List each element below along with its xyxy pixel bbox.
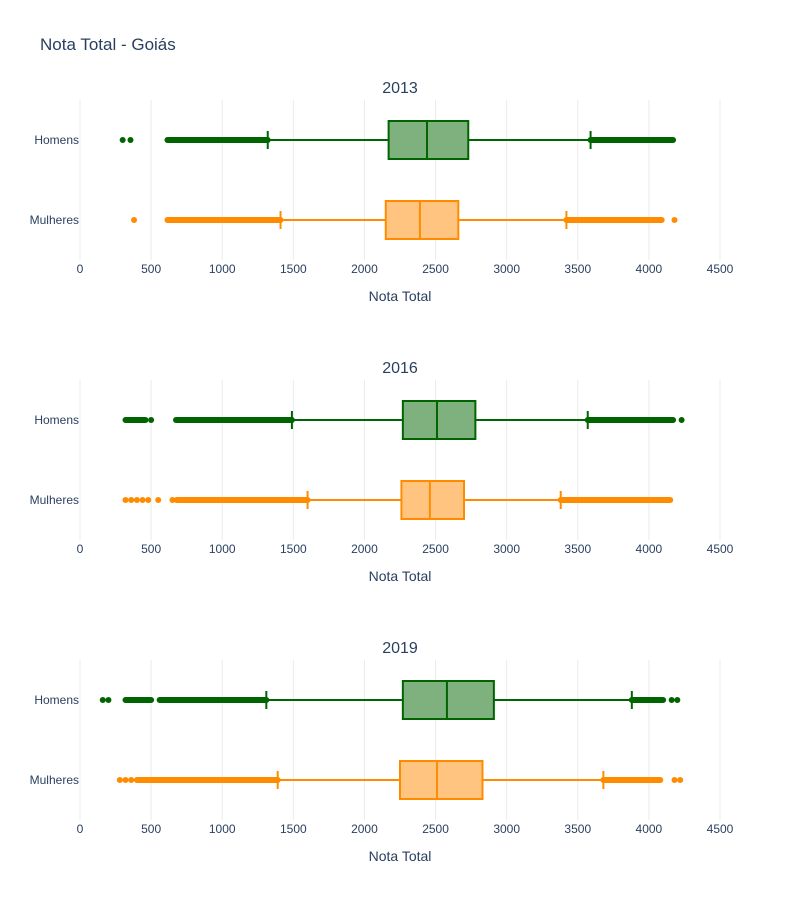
outlier-point — [131, 217, 138, 223]
iqr-box — [401, 680, 495, 720]
outlier-point — [169, 497, 176, 503]
outlier-point — [671, 217, 678, 223]
category-label: Mulheres — [30, 493, 79, 507]
x-axis-title: Nota Total — [369, 848, 432, 864]
x-tick-label: 1500 — [280, 262, 307, 276]
iqr-box — [400, 480, 465, 520]
x-tick-label: 0 — [77, 822, 84, 836]
x-tick-label: 4000 — [636, 262, 663, 276]
x-tick-label: 2500 — [422, 262, 449, 276]
x-tick-label: 2000 — [351, 822, 378, 836]
outlier-point — [139, 497, 146, 503]
outlier-point — [677, 777, 684, 783]
box-mulheres: Mulheres — [30, 760, 684, 800]
panel-2019: 2019 0 500 1000 1500 2000 2500 3000 3500 4000 4500… — [30, 640, 734, 864]
x-tick-label: 0 — [77, 262, 84, 276]
iqr-box — [387, 120, 470, 160]
x-tick-label: 3000 — [493, 822, 520, 836]
box-homens: Homens — [34, 120, 677, 160]
outlier-point — [119, 137, 126, 143]
outlier-point — [674, 697, 681, 703]
x-tick-label: 2000 — [351, 262, 378, 276]
category-label: Homens — [34, 133, 79, 147]
x-tick-label: 1500 — [280, 542, 307, 556]
category-label: Homens — [34, 413, 79, 427]
outlier-point — [122, 777, 129, 783]
category-label: Mulheres — [30, 773, 79, 787]
box-homens: Homens — [34, 400, 685, 440]
x-tick-label: 1500 — [280, 822, 307, 836]
x-tick-label: 4500 — [707, 822, 734, 836]
x-tick-label: 3500 — [564, 262, 591, 276]
panel-2016: 2016 0 500 1000 1500 2000 2500 3000 3500 4000 4500… — [30, 360, 734, 584]
outlier-point — [155, 497, 162, 503]
outlier-point — [133, 497, 140, 503]
x-tick-label: 1000 — [209, 542, 236, 556]
outlier-point — [148, 417, 155, 423]
figure-title: Nota Total - Goiás — [40, 35, 176, 54]
iqr-box — [399, 760, 484, 800]
x-tick-label: 4000 — [636, 542, 663, 556]
x-tick-label: 3500 — [564, 822, 591, 836]
x-tick-label: 2000 — [351, 542, 378, 556]
panel-2013: 2013 0 500 1000 1500 2000 2500 3000 3500 4000 4500… — [30, 80, 734, 304]
outlier-point — [116, 777, 123, 783]
outlier-point — [122, 497, 129, 503]
outlier-point — [128, 777, 135, 783]
x-tick-label: 3000 — [493, 542, 520, 556]
subplot-title: 2019 — [382, 640, 418, 657]
box-homens: Homens — [34, 680, 681, 720]
x-tick-label: 2500 — [422, 542, 449, 556]
outlier-point — [671, 777, 678, 783]
subplot-title: 2013 — [382, 80, 418, 97]
category-label: Mulheres — [30, 213, 79, 227]
x-tick-label: 1000 — [209, 822, 236, 836]
outlier-point — [105, 697, 112, 703]
x-tick-label: 4500 — [707, 262, 734, 276]
outlier-point — [678, 417, 685, 423]
subplot-title: 2016 — [382, 360, 418, 377]
x-tick-label: 500 — [141, 822, 161, 836]
x-tick-label: 3000 — [493, 262, 520, 276]
outlier-point — [127, 137, 134, 143]
x-tick-label: 2500 — [422, 822, 449, 836]
box-mulheres: Mulheres — [30, 200, 678, 240]
iqr-box — [384, 200, 460, 240]
x-axis-title: Nota Total — [369, 568, 432, 584]
outlier-point — [99, 697, 106, 703]
x-tick-label: 4000 — [636, 822, 663, 836]
x-tick-label: 1000 — [209, 262, 236, 276]
iqr-box — [401, 400, 477, 440]
x-axis-title: Nota Total — [369, 288, 432, 304]
x-tick-label: 4500 — [707, 542, 734, 556]
x-tick-label: 500 — [141, 542, 161, 556]
box-mulheres: Mulheres — [30, 480, 674, 520]
outlier-point — [128, 497, 135, 503]
x-tick-label: 3500 — [564, 542, 591, 556]
category-label: Homens — [34, 693, 79, 707]
outlier-point — [668, 697, 675, 703]
outlier-point — [145, 497, 152, 503]
x-tick-label: 0 — [77, 542, 84, 556]
x-tick-label: 500 — [141, 262, 161, 276]
